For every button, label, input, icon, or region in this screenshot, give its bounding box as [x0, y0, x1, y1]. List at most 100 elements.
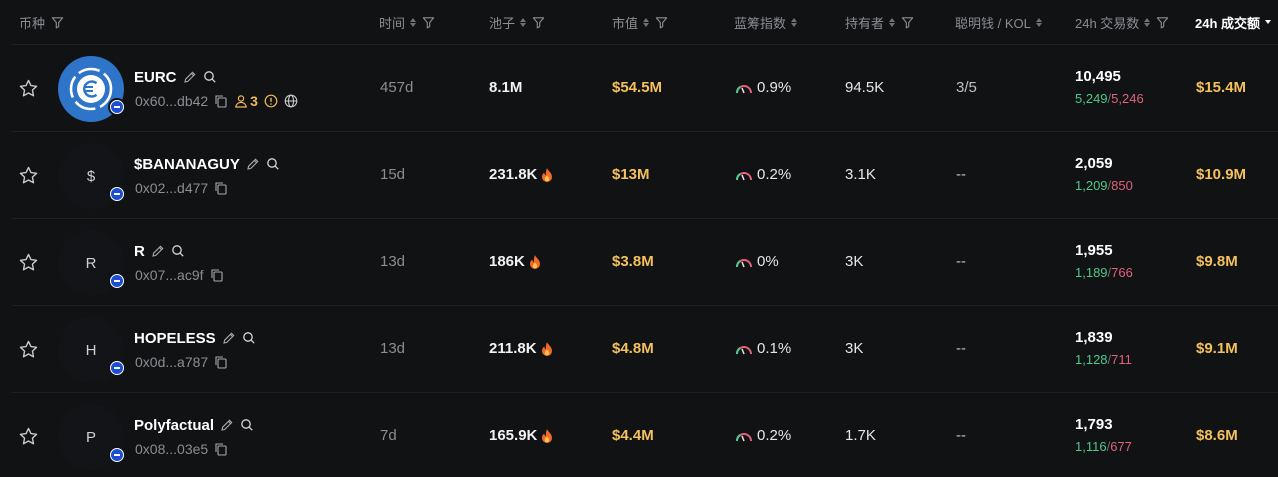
token-address: 0x60...db42: [135, 93, 209, 109]
market-cap: $13M: [612, 166, 650, 183]
funnel-icon[interactable]: [1156, 16, 1169, 29]
smart-kol: --: [956, 166, 966, 183]
holders-count: 3.1K: [845, 166, 876, 183]
sort-icon[interactable]: [791, 16, 798, 28]
token-symbol[interactable]: $BANANAGUY: [134, 155, 240, 173]
gauge-icon: [736, 84, 752, 93]
token-symbol[interactable]: Polyfactual: [134, 416, 215, 434]
token-symbol[interactable]: EURC: [134, 68, 177, 86]
bluechip-index: 0%: [734, 253, 779, 270]
gauge-icon: [736, 171, 752, 180]
row-divider: [12, 305, 1278, 306]
star-icon[interactable]: [18, 252, 39, 273]
sort-icon[interactable]: [1035, 16, 1042, 28]
bluechip-index: 0.2%: [734, 166, 791, 183]
header-smart-kol[interactable]: 聪明钱 / KOL: [955, 12, 1042, 32]
row-divider: [12, 131, 1278, 132]
sort-icon[interactable]: [889, 16, 896, 28]
copy-icon[interactable]: [214, 355, 228, 369]
funnel-icon[interactable]: [901, 16, 914, 29]
pencil-icon[interactable]: [246, 157, 260, 171]
bluechip-index: 0.9%: [734, 79, 791, 96]
market-cap: $54.5M: [612, 79, 663, 96]
volume-24h: $8.6M: [1196, 427, 1238, 444]
txs-24h: 10,495 5,249/5,246: [1075, 68, 1144, 106]
sort-icon[interactable]: [643, 16, 650, 28]
buy-count: 5,249: [1075, 91, 1108, 106]
pool-liquidity: 8.1M: [489, 79, 523, 96]
header-divider: [12, 44, 1278, 45]
base-chain-icon: [108, 272, 126, 290]
pencil-icon[interactable]: [151, 244, 165, 258]
table-row[interactable]: H HOPELESS 0x0d...a787 13d 211.8K $4.8M …: [0, 306, 1278, 393]
pool-liquidity: 165.9K: [489, 427, 554, 444]
globe-icon[interactable]: [284, 94, 298, 108]
volume-24h: $9.1M: [1196, 340, 1238, 357]
search-icon[interactable]: [240, 418, 254, 432]
sort-desc-icon[interactable]: [1265, 16, 1272, 28]
header-age[interactable]: 时间: [379, 12, 435, 32]
star-icon[interactable]: [18, 165, 39, 186]
funnel-icon[interactable]: [655, 16, 668, 29]
user-icon: [235, 95, 248, 108]
copy-icon[interactable]: [210, 268, 224, 282]
token-symbol[interactable]: HOPELESS: [134, 329, 216, 347]
table-row[interactable]: $ $BANANAGUY 0x02...d477 15d 231.8K $13M…: [0, 132, 1278, 219]
star-icon[interactable]: [18, 339, 39, 360]
search-icon[interactable]: [171, 244, 185, 258]
token-age: 457d: [380, 79, 414, 96]
holders-count: 1.7K: [845, 427, 876, 444]
header-token[interactable]: 币种: [19, 12, 64, 32]
volume-24h: $9.8M: [1196, 253, 1238, 270]
txs-24h: 2,059 1,209/850: [1075, 155, 1133, 193]
header-volume[interactable]: 24h 成交额: [1195, 12, 1272, 32]
header-pool[interactable]: 池子: [489, 12, 545, 32]
sell-count: 677: [1110, 439, 1132, 454]
pencil-icon[interactable]: [183, 70, 197, 84]
token-address: 0x0d...a787: [135, 354, 209, 370]
fire-icon: [542, 167, 553, 182]
header-bluechip[interactable]: 蓝筹指数: [734, 12, 798, 32]
header-txs[interactable]: 24h 交易数: [1075, 12, 1169, 32]
table-row[interactable]: R R 0x07...ac9f 13d 186K $3.8M 0% 3K -- …: [0, 219, 1278, 306]
star-icon[interactable]: [18, 426, 39, 447]
funnel-icon[interactable]: [51, 16, 64, 29]
sort-icon[interactable]: [520, 16, 527, 28]
base-chain-icon: [108, 185, 126, 203]
buy-count: 1,189: [1075, 265, 1108, 280]
smart-kol: --: [956, 427, 966, 444]
search-icon[interactable]: [266, 157, 280, 171]
alert-icon[interactable]: [264, 94, 278, 108]
gauge-icon: [736, 432, 752, 441]
funnel-icon[interactable]: [532, 16, 545, 29]
table-row[interactable]: EURC 0x60...db42 3 457d 8.1M $54.5M 0.9%…: [0, 45, 1278, 132]
holders-count: 94.5K: [845, 79, 885, 96]
base-chain-icon: [108, 446, 126, 464]
star-icon[interactable]: [18, 78, 39, 99]
token-address: 0x02...d477: [135, 180, 209, 196]
base-chain-icon: [108, 98, 126, 116]
search-icon[interactable]: [203, 70, 217, 84]
sort-icon[interactable]: [1144, 16, 1151, 28]
row-divider: [12, 218, 1278, 219]
pencil-icon[interactable]: [220, 418, 234, 432]
copy-icon[interactable]: [214, 181, 228, 195]
token-age: 7d: [380, 427, 397, 444]
header-holders[interactable]: 持有者: [845, 12, 914, 32]
row-divider: [12, 392, 1278, 393]
buy-count: 1,116: [1075, 439, 1107, 454]
search-icon[interactable]: [242, 331, 256, 345]
volume-24h: $10.9M: [1196, 166, 1247, 183]
header-market-cap[interactable]: 市值: [612, 12, 668, 32]
holder-badge[interactable]: 3: [234, 93, 258, 109]
sell-count: 766: [1111, 265, 1133, 280]
pencil-icon[interactable]: [222, 331, 236, 345]
funnel-icon[interactable]: [422, 16, 435, 29]
copy-icon[interactable]: [214, 94, 228, 108]
copy-icon[interactable]: [214, 442, 228, 456]
sort-icon[interactable]: [410, 16, 417, 28]
bluechip-index: 0.1%: [734, 340, 791, 357]
table-row[interactable]: P Polyfactual 0x08...03e5 7d 165.9K $4.4…: [0, 393, 1278, 477]
token-symbol[interactable]: R: [134, 242, 145, 260]
